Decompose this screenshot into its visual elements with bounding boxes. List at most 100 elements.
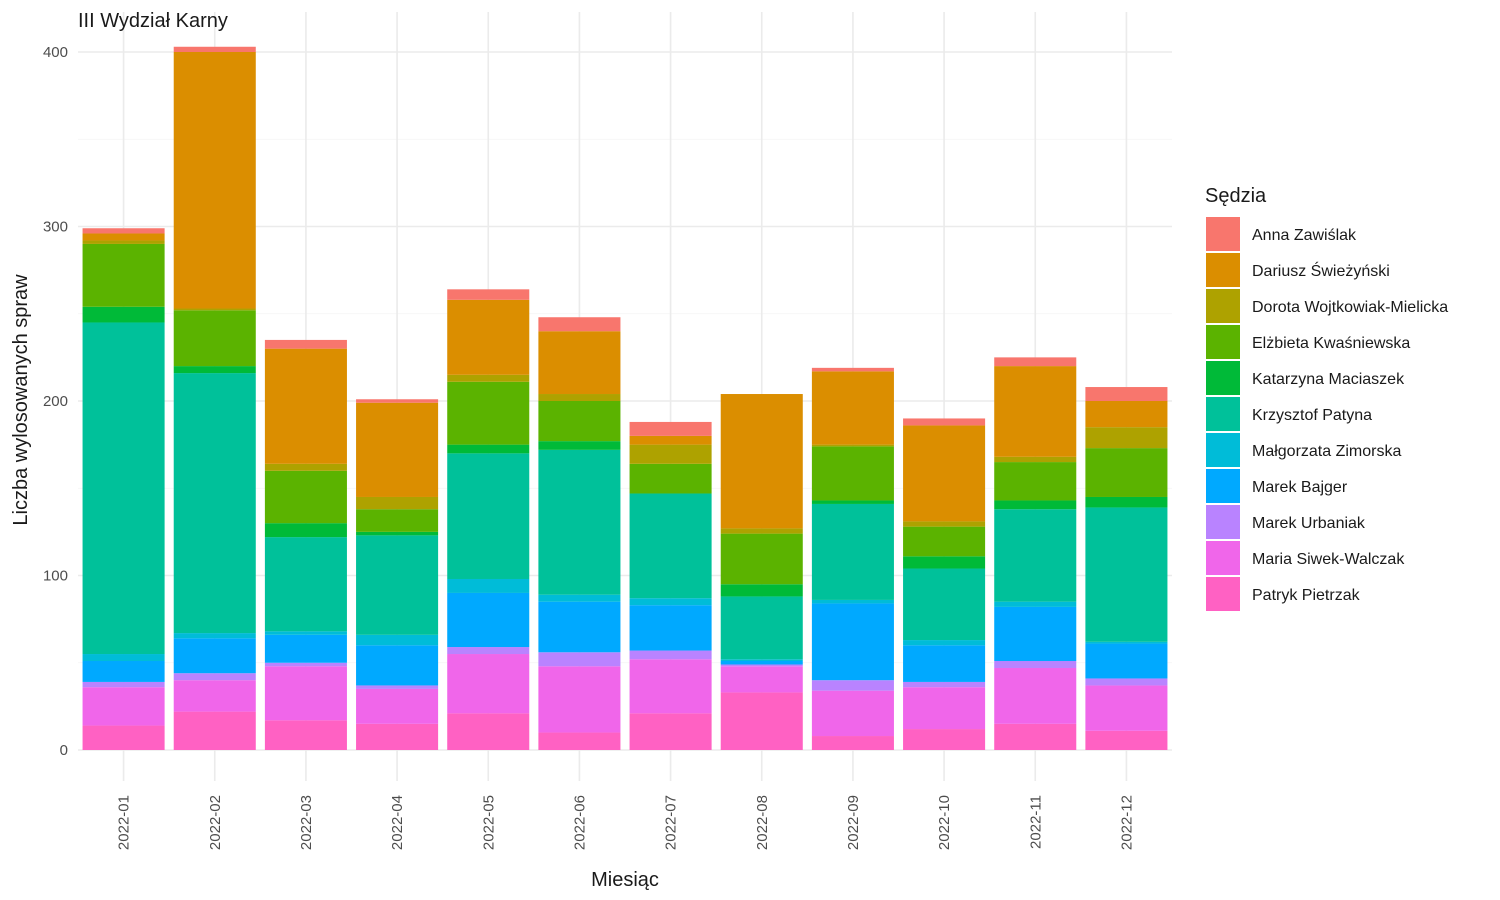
bar-segment — [629, 493, 712, 599]
legend-label: Maria Siwek-Walczak — [1252, 551, 1405, 568]
bar-segment — [538, 317, 621, 332]
legend-item: Katarzyna Maciaszek — [1206, 361, 1405, 395]
x-tick-label: 2022-01 — [116, 795, 133, 850]
bar-segment — [629, 444, 712, 464]
bar-stack-2022-11 — [994, 357, 1077, 750]
bar-segment — [1085, 685, 1168, 731]
legend-label: Marek Bajger — [1252, 479, 1348, 496]
x-tick-label: 2022-07 — [663, 795, 680, 850]
legend-swatch — [1206, 397, 1240, 431]
bar-segment — [629, 659, 712, 714]
bar-segment — [538, 601, 621, 653]
bar-stack-2022-08 — [720, 394, 803, 750]
bar-segment — [994, 667, 1077, 724]
x-tick-label: 2022-10 — [936, 795, 953, 850]
bar-segment — [356, 685, 439, 689]
bar-segment — [811, 446, 894, 501]
x-tick-label: 2022-03 — [298, 795, 315, 850]
bar-segment — [264, 631, 347, 635]
x-axis-ticks: 2022-01 2022-02 2022-03 2022-04 2022-05 2022-… — [116, 795, 1136, 850]
legend-swatch — [1206, 361, 1240, 395]
bar-segment — [356, 531, 439, 536]
bar-segment — [82, 228, 165, 234]
bar-stack-2022-02 — [173, 46, 256, 750]
legend-label: Patryk Pietrzak — [1252, 587, 1361, 604]
y-tick-label: 300 — [43, 219, 68, 236]
bar-segment — [173, 308, 256, 311]
bar-segment — [720, 659, 803, 662]
bar-stack-2022-01 — [82, 228, 165, 750]
bar-segment — [629, 650, 712, 660]
bar-segment — [447, 381, 530, 445]
bar-segment — [447, 444, 530, 454]
bar-segment — [720, 692, 803, 750]
legend-item: Małgorzata Zimorska — [1206, 433, 1401, 467]
legend-item: Patryk Pietrzak — [1206, 577, 1361, 611]
bar-segment — [994, 661, 1077, 668]
bar-segment — [356, 723, 439, 750]
bar-segment — [538, 732, 621, 750]
bar-segment — [447, 654, 530, 714]
bar-segment — [994, 601, 1077, 607]
bar-segment — [811, 599, 894, 604]
bar-segment — [82, 306, 165, 323]
bar-segment — [356, 634, 439, 646]
bar-segment — [903, 556, 986, 569]
x-tick-label: 2022-05 — [480, 795, 497, 850]
bar-segment — [720, 596, 803, 660]
legend-item: Marek Bajger — [1206, 469, 1348, 503]
bar-stack-2022-03 — [264, 339, 347, 750]
legend-label: Dariusz Świeżyński — [1252, 261, 1390, 280]
bar-segment — [173, 366, 256, 374]
bar-stack-2022-07 — [629, 421, 712, 750]
bar-segment — [264, 537, 347, 632]
legend-item: Marek Urbaniak — [1206, 505, 1366, 539]
x-tick-label: 2022-04 — [389, 795, 406, 850]
bar-segment — [82, 661, 165, 682]
bar-segment — [264, 463, 347, 471]
bar-segment — [173, 711, 256, 750]
bar-segment — [720, 664, 803, 667]
chart-title: III Wydział Karny — [78, 10, 228, 32]
legend-swatch — [1206, 253, 1240, 287]
bar-segment — [811, 503, 894, 600]
bar-segment — [1085, 448, 1168, 497]
bar-segment — [994, 500, 1077, 510]
bar-segment — [720, 394, 803, 529]
bar-segment — [629, 421, 712, 436]
bar-segment — [1085, 641, 1168, 644]
bar-segment — [903, 568, 986, 641]
bar-segment — [82, 322, 165, 655]
x-tick-label: 2022-02 — [207, 795, 224, 850]
bar-segment — [538, 401, 621, 442]
y-tick-label: 100 — [43, 568, 68, 585]
legend-swatch — [1206, 325, 1240, 359]
bar-segment — [629, 598, 712, 606]
bar-stack-2022-05 — [447, 289, 530, 750]
bar-segment — [994, 366, 1077, 457]
legend-swatch — [1206, 289, 1240, 323]
bar-segment — [82, 681, 165, 688]
y-axis-title: Liczba wylosowanych spraw — [10, 274, 32, 526]
bar-segment — [811, 367, 894, 372]
bar-segment — [903, 526, 986, 557]
legend-label: Dorota Wojtkowiak-Mielicka — [1252, 299, 1448, 316]
bar-segment — [538, 441, 621, 450]
bar-segment — [447, 578, 530, 593]
legend-item: Dorota Wojtkowiak-Mielicka — [1206, 289, 1448, 323]
bar-segment — [629, 605, 712, 651]
bar-segment — [811, 680, 894, 691]
bar-segment — [811, 690, 894, 737]
x-tick-label: 2022-06 — [571, 795, 588, 850]
y-axis-ticks: 0 100 200 300 400 — [43, 44, 68, 759]
bar-segment — [356, 535, 439, 635]
bar-segment — [629, 713, 712, 750]
bar-segment — [1085, 401, 1168, 428]
bar-segment — [173, 633, 256, 639]
bar-segment — [82, 687, 165, 726]
bar-stack-2022-09 — [811, 367, 894, 750]
bar-segment — [356, 399, 439, 403]
bar-segment — [447, 453, 530, 579]
bar-stack-2022-06 — [538, 317, 621, 750]
bar-segment — [82, 243, 165, 307]
